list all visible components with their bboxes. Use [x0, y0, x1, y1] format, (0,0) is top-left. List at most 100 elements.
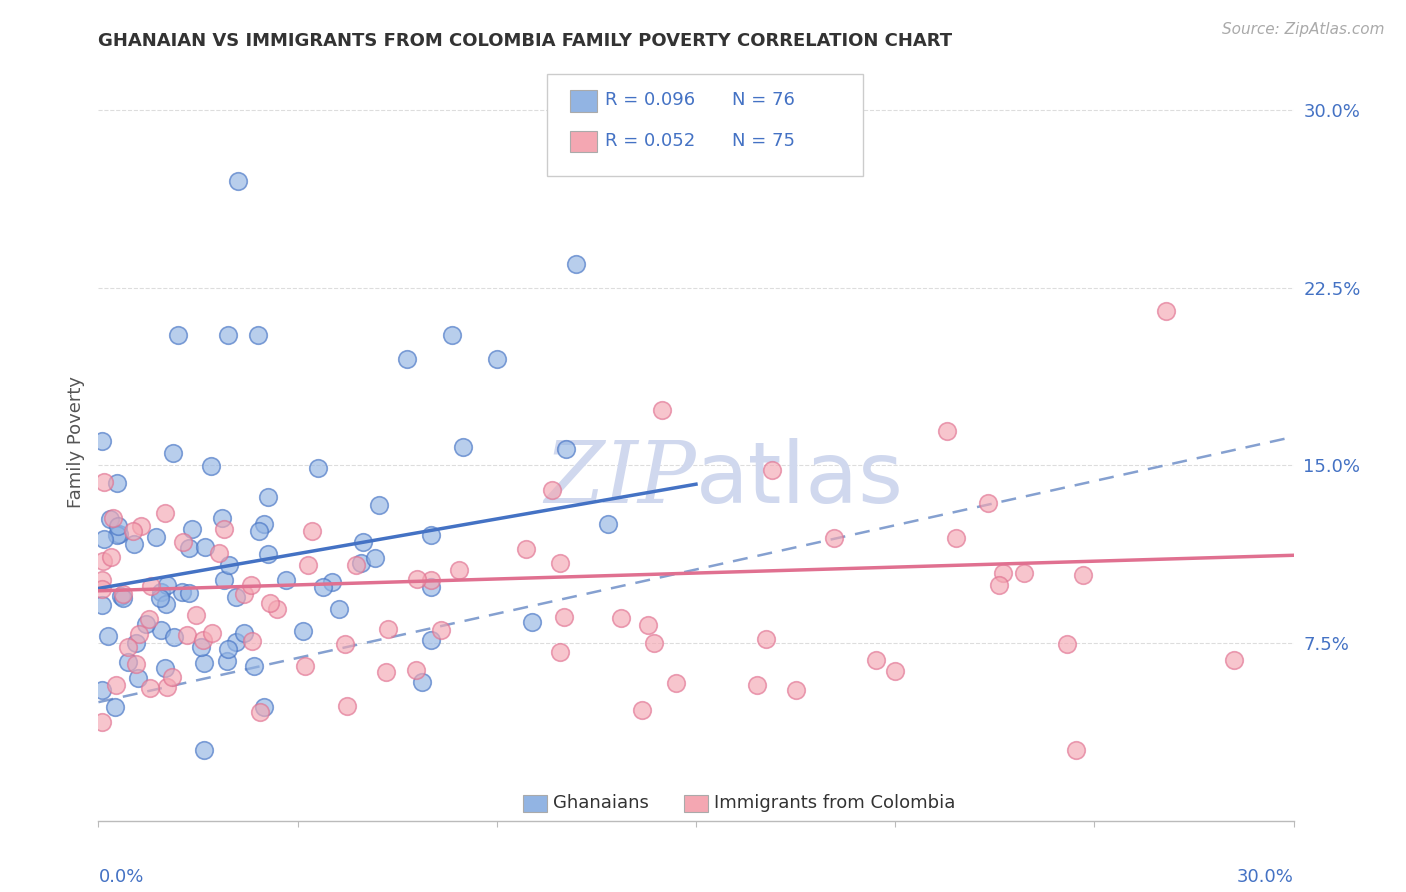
Point [100, 550, 122, 565]
Point [520, 615, 543, 630]
Point [214, 573, 236, 587]
Point [173, 534, 195, 549]
Point [91, 573, 114, 587]
Point [153, 506, 176, 520]
Point [333, 637, 356, 651]
Point [215, 654, 238, 668]
Point [541, 483, 564, 498]
Point [294, 658, 316, 673]
Point [217, 641, 239, 656]
Point [193, 632, 215, 647]
Point [987, 578, 1010, 592]
Point [419, 573, 441, 587]
Point [406, 572, 429, 586]
Point [149, 591, 172, 606]
Point [548, 556, 571, 570]
Point [550, 645, 572, 659]
Point [429, 623, 451, 637]
Point [240, 578, 263, 592]
Text: R = 0.052: R = 0.052 [605, 131, 696, 150]
Point [111, 586, 134, 600]
Text: 30.0%: 30.0% [1237, 868, 1294, 886]
Point [1154, 304, 1177, 318]
Point [138, 681, 160, 695]
Point [609, 611, 631, 625]
Point [440, 327, 463, 342]
Point [405, 664, 427, 678]
Point [156, 680, 179, 694]
Point [93, 475, 115, 489]
Point [630, 702, 652, 716]
Point [336, 698, 359, 713]
Point [377, 623, 399, 637]
Point [163, 631, 186, 645]
Point [181, 523, 204, 537]
Point [101, 511, 124, 525]
Point [211, 510, 233, 524]
Point [451, 441, 474, 455]
Point [97, 628, 120, 642]
Point [253, 699, 276, 714]
Text: atlas: atlas [696, 438, 904, 521]
Point [105, 476, 128, 491]
Point [945, 531, 967, 545]
Point [243, 659, 266, 673]
Text: Source: ZipAtlas.com: Source: ZipAtlas.com [1222, 22, 1385, 37]
Point [139, 578, 162, 592]
Bar [571, 90, 596, 112]
Point [553, 610, 575, 624]
Point [374, 665, 396, 679]
Point [411, 675, 433, 690]
Point [515, 541, 537, 556]
Point [1064, 742, 1087, 756]
Point [193, 657, 215, 671]
Point [91, 714, 114, 729]
Text: 0.0%: 0.0% [98, 868, 143, 886]
Point [91, 434, 114, 449]
Point [665, 676, 688, 690]
Point [785, 683, 807, 698]
Text: R = 0.096: R = 0.096 [605, 91, 696, 110]
Point [259, 596, 281, 610]
Point [554, 442, 576, 457]
Point [91, 598, 114, 612]
Point [93, 532, 115, 546]
Text: N = 75: N = 75 [733, 131, 794, 150]
Point [884, 665, 907, 679]
Point [1071, 567, 1094, 582]
Point [977, 496, 1000, 510]
Point [176, 628, 198, 642]
Point [170, 585, 193, 599]
Point [419, 528, 441, 542]
Point [1223, 652, 1246, 666]
Point [138, 612, 160, 626]
Point [328, 602, 350, 616]
Point [91, 553, 114, 567]
Point [214, 522, 236, 536]
Point [253, 517, 276, 532]
Point [218, 558, 240, 572]
Point [246, 327, 269, 342]
Point [150, 585, 173, 599]
Point [125, 635, 148, 649]
Point [266, 602, 288, 616]
Point [107, 518, 129, 533]
Bar [685, 795, 709, 812]
Point [107, 527, 129, 541]
Point [1056, 637, 1078, 651]
Point [257, 547, 280, 561]
Point [150, 623, 173, 637]
Text: Ghanaians: Ghanaians [553, 794, 648, 813]
Point [276, 573, 298, 587]
Point [297, 558, 319, 572]
Text: N = 76: N = 76 [733, 91, 794, 110]
Point [156, 577, 179, 591]
Text: GHANAIAN VS IMMIGRANTS FROM COLOMBIA FAMILY POVERTY CORRELATION CHART: GHANAIAN VS IMMIGRANTS FROM COLOMBIA FAM… [98, 32, 952, 50]
Text: ZIP: ZIP [544, 438, 696, 521]
Bar [523, 795, 547, 812]
Text: Immigrants from Colombia: Immigrants from Colombia [714, 794, 955, 813]
Point [344, 558, 367, 573]
Point [160, 670, 183, 684]
Point [177, 541, 200, 555]
Point [257, 490, 280, 504]
